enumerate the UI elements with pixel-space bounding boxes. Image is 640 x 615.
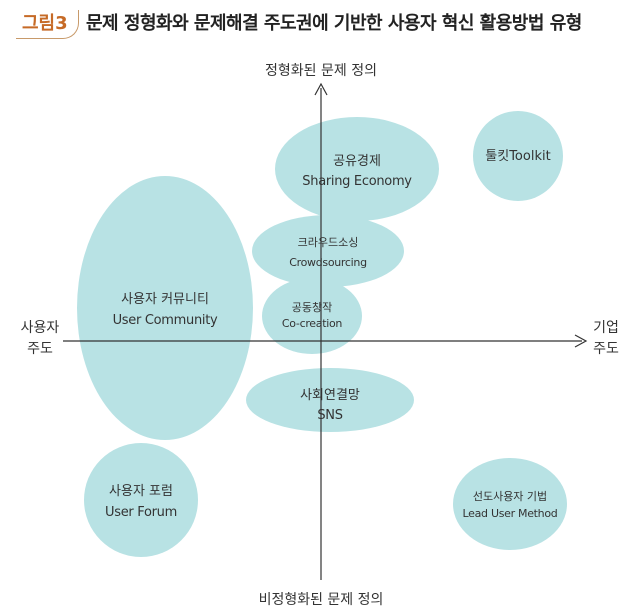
user-forum-ko: 사용자 포럼 (109, 484, 173, 499)
bubble-lead-user (453, 458, 567, 550)
axis-label-bottom: 비정형화된 문제 정의 (258, 592, 384, 608)
bubble-user-forum (84, 443, 198, 557)
label-user-forum: 사용자 포럼 User Forum (86, 481, 196, 523)
co-creation-ko: 공동창작 (291, 301, 333, 314)
vertical-axis-arrowhead (314, 82, 328, 96)
axis-label-right: 기업 주도 (578, 318, 634, 360)
figure-number: 그림3 (16, 10, 79, 39)
label-lead-user: 선도사용자 기법 Lead User Method (455, 488, 565, 522)
axis-label-right-line2: 주도 (593, 341, 619, 357)
label-toolkit: 툴킷Toolkit (468, 147, 568, 167)
user-community-ko: 사용자 커뮤니티 (121, 292, 209, 307)
axis-label-right-line1: 기업 (593, 320, 619, 336)
label-co-creation: 공동창작 Co-creation (262, 300, 362, 332)
toolkit-text: 툴킷Toolkit (485, 149, 551, 164)
user-community-en: User Community (112, 313, 218, 328)
lead-user-en: Lead User Method (462, 507, 558, 520)
sns-ko: 사회연결망 (300, 388, 360, 403)
bubble-sns (246, 368, 414, 432)
axis-label-top: 정형화된 문제 정의 (265, 63, 377, 79)
figure-title: 문제 정형화와 문제해결 주도권에 기반한 사용자 혁신 활용방법 유형 (86, 13, 582, 34)
lead-user-ko: 선도사용자 기법 (472, 490, 548, 503)
horizontal-axis-arrowhead (574, 334, 588, 348)
axis-label-left-line2: 주도 (27, 341, 53, 357)
user-forum-en: User Forum (105, 505, 177, 520)
bubble-co-creation (262, 278, 362, 354)
bubble-crowdsourcing (252, 215, 404, 287)
sharing-economy-ko: 공유경제 (333, 154, 381, 169)
label-user-community: 사용자 커뮤니티 User Community (95, 289, 235, 331)
bubble-user-community (77, 176, 253, 440)
crowdsourcing-en: Crowdsourcing (289, 256, 367, 269)
sns-en: SNS (317, 408, 343, 423)
co-creation-en: Co-creation (281, 317, 343, 330)
sharing-economy-en: Sharing Economy (302, 174, 412, 189)
axis-label-left: 사용자 주도 (10, 318, 70, 360)
label-sns: 사회연결망 SNS (270, 386, 390, 426)
label-sharing-economy: 공유경제 Sharing Economy (277, 152, 437, 192)
label-crowdsourcing: 크라우드소싱 Crowdsourcing (258, 233, 398, 273)
bubble-toolkit (473, 111, 563, 201)
crowdsourcing-ko: 크라우드소싱 (297, 236, 359, 249)
bubble-sharing-economy (275, 117, 439, 221)
figure-header: 그림3 문제 정형화와 문제해결 주도권에 기반한 사용자 혁신 활용방법 유형 (0, 0, 640, 44)
axis-label-left-line1: 사용자 (20, 320, 60, 336)
